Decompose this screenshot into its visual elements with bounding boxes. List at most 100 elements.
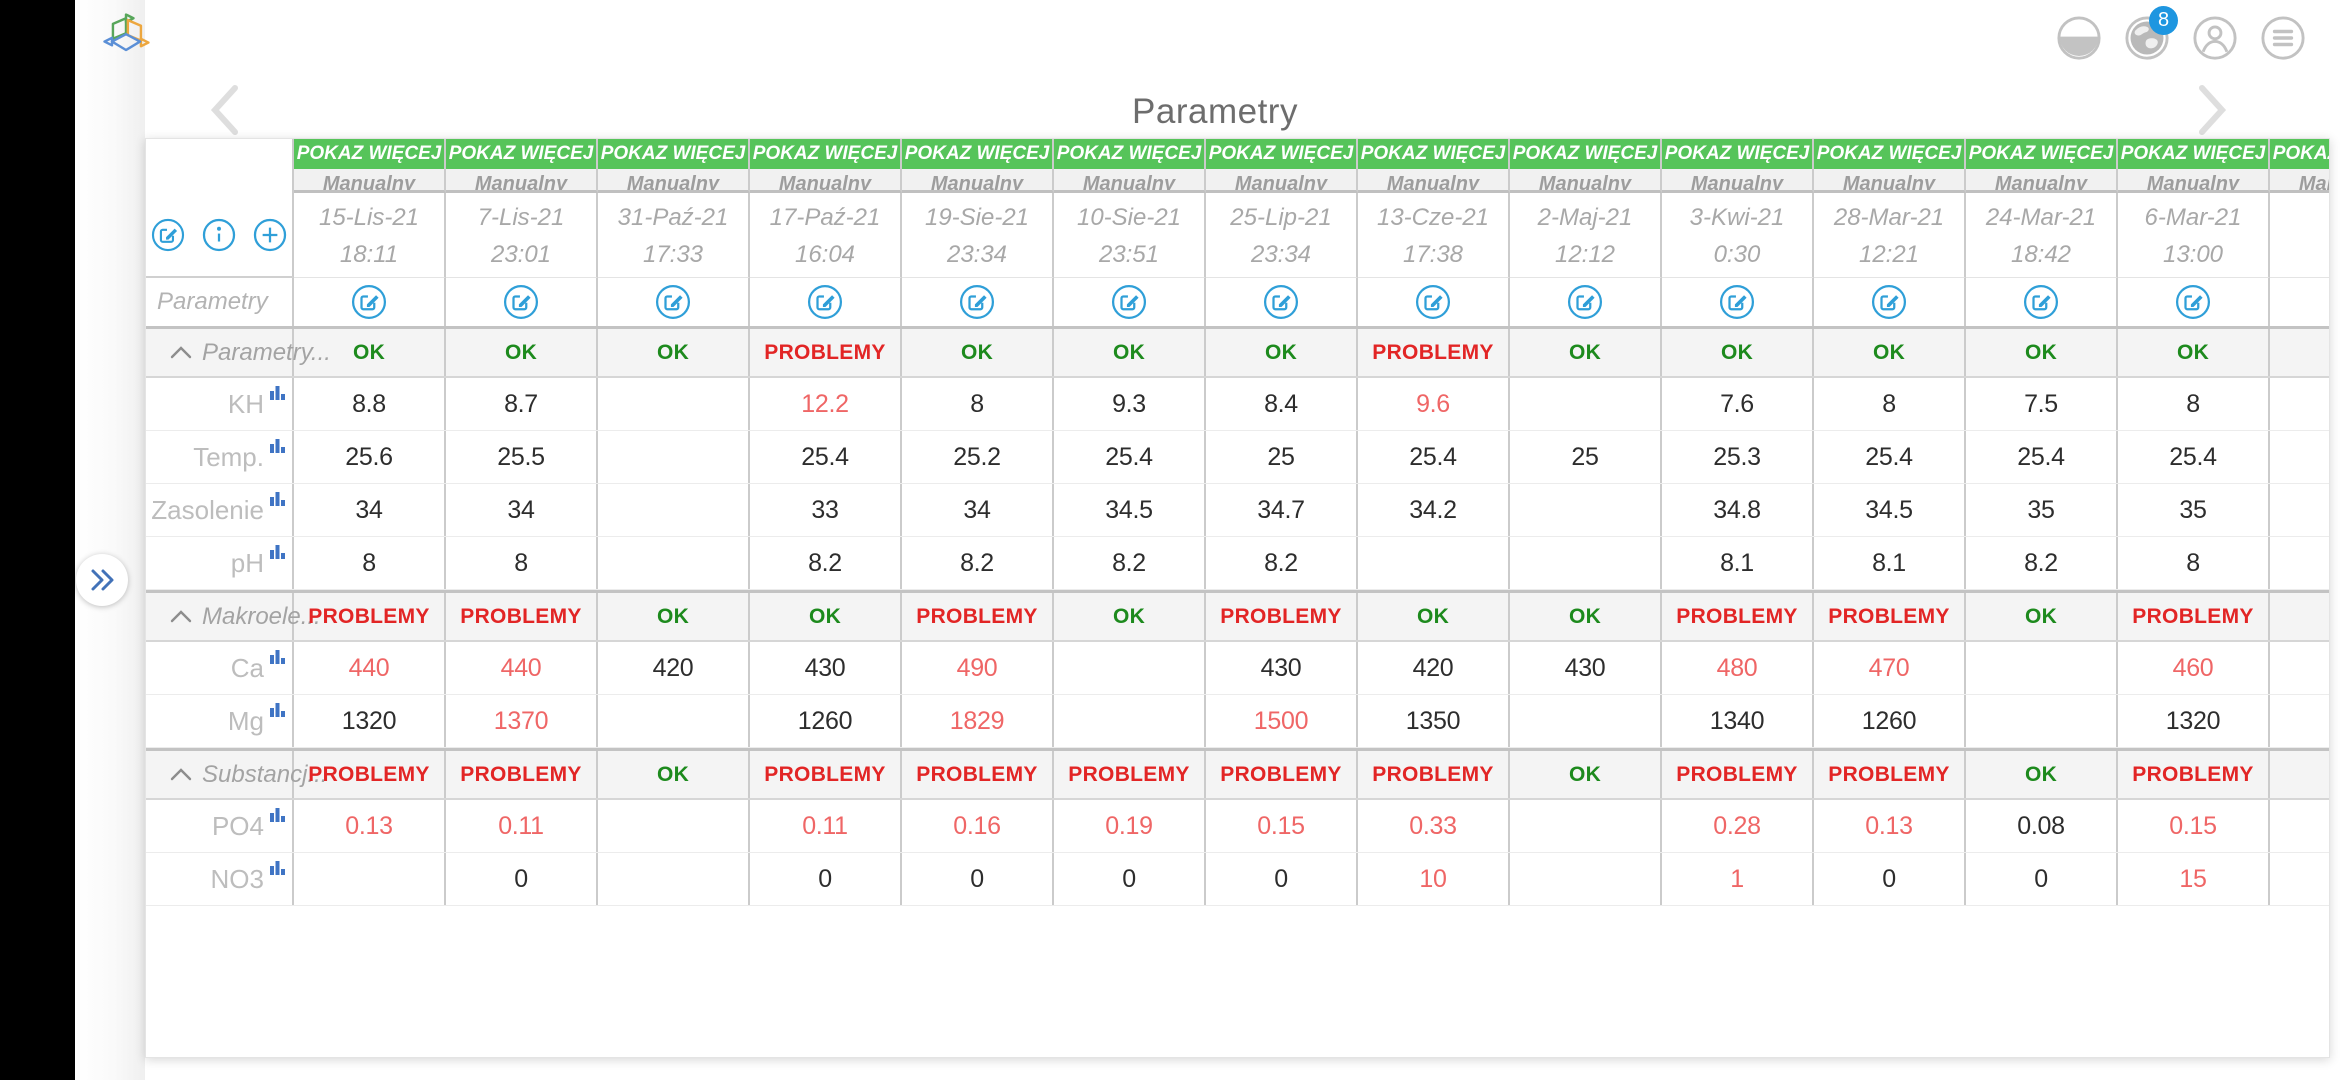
group-status-cell: PROBLEMY (1206, 593, 1358, 640)
show-more-button[interactable]: POKAZ WIĘCEJ (598, 139, 748, 169)
group-label: Parametry... (202, 338, 331, 366)
edit-measurement-icon[interactable] (1719, 284, 1755, 320)
show-more-button[interactable]: POKAZ WIĘCEJ (902, 139, 1052, 169)
measurement-datetime-cell: 31-Paź-21 17:33 (598, 193, 750, 278)
show-more-button[interactable]: POKAZ WIĘCEJ (1662, 139, 1812, 169)
value-cell: 34 (902, 484, 1054, 536)
edit-measurement-icon[interactable] (503, 284, 539, 320)
value-cell: 25 (1510, 431, 1662, 483)
status-problem-text: PROBLEMY (916, 762, 1038, 786)
show-more-button[interactable]: POKAZ WIĘCEJ (2270, 139, 2329, 169)
value-cell: 1320 (2118, 695, 2270, 747)
source-label: Manualny (1538, 173, 1632, 193)
measurement-date: 28-Mar-21 (1833, 204, 1945, 231)
edit-measurement-icon[interactable] (1567, 284, 1603, 320)
edit-measurement-icon[interactable] (655, 284, 691, 320)
user-profile-icon[interactable] (2192, 15, 2238, 61)
show-more-button[interactable]: POKAZ WIĘCEJ (446, 139, 596, 169)
status-ok-text: OK (1568, 604, 1602, 628)
edit-measurement-icon[interactable] (959, 284, 995, 320)
add-measurement-icon[interactable] (253, 218, 287, 252)
status-ok-text: OK (1264, 340, 1298, 364)
edit-measurement-icon[interactable] (2175, 284, 2211, 320)
parameter-label: Ca (230, 652, 264, 683)
chart-bars-icon[interactable] (269, 860, 286, 875)
title-bar: Parametry (90, 80, 2340, 140)
value-cell (598, 800, 750, 852)
parameter-value: 34.7 (1257, 495, 1305, 524)
value-cell: 34.8 (1662, 484, 1814, 536)
value-cell: 25.4 (2118, 431, 2270, 483)
show-more-button[interactable]: POKAZ WIĘCEJ (2118, 139, 2268, 169)
value-cell: 34.2 (1358, 484, 1510, 536)
info-icon[interactable] (202, 218, 236, 252)
globe-icon[interactable]: 8 (2124, 6, 2178, 61)
value-cell (2270, 695, 2329, 747)
parameter-value: 25.4 (1105, 442, 1153, 471)
chart-bars-icon[interactable] (269, 438, 286, 453)
show-more-cell: POKAZ WIĘCEJ (1054, 139, 1206, 169)
chart-bars-icon[interactable] (269, 702, 286, 717)
group-status-cell: PROBLEMY (1206, 751, 1358, 798)
show-more-button[interactable]: POKAZ WIĘCEJ (750, 139, 900, 169)
chart-bars-icon[interactable] (269, 649, 286, 664)
value-cell: 8.1 (1814, 537, 1966, 589)
parameter-value: 420 (652, 653, 694, 682)
parameter-value: 8 (362, 548, 376, 577)
edit-measurement-icon[interactable] (2023, 284, 2059, 320)
show-more-button[interactable]: POKAZ WIĘCEJ (294, 139, 444, 169)
edit-measurement-icon[interactable] (351, 284, 387, 320)
collapse-group-icon[interactable] (170, 768, 192, 781)
edit-measurement-cell (902, 278, 1054, 326)
value-cell: 8.7 (446, 378, 598, 430)
value-cell: 25.4 (1358, 431, 1510, 483)
show-more-button[interactable]: POKAZ WIĘCEJ (1814, 139, 1964, 169)
value-cell: 1 (1662, 853, 1814, 905)
collapse-group-icon[interactable] (170, 610, 192, 623)
next-page-chevron-icon[interactable] (2192, 80, 2232, 140)
value-cell (1510, 853, 1662, 905)
chart-bars-icon[interactable] (269, 544, 286, 559)
chart-bars-icon[interactable] (269, 385, 286, 400)
topbar-actions: 8 (2056, 6, 2306, 61)
edit-measurement-icon[interactable] (1415, 284, 1451, 320)
source-cell: Manualny (294, 169, 446, 193)
show-more-button[interactable]: POKAZ WIĘCEJ (1206, 139, 1356, 169)
parameter-value: 8.2 (808, 548, 842, 577)
measurement-time: 12:21 (1858, 241, 1920, 268)
edit-measurement-icon[interactable] (1111, 284, 1147, 320)
parameter-value: 34.2 (1409, 495, 1457, 524)
measurement-time: 12:12 (1554, 241, 1616, 268)
show-more-button[interactable]: POKAZ WIĘCEJ (1510, 139, 1660, 169)
source-cell: Manualny (1966, 169, 2118, 193)
show-more-button[interactable]: POKAZ WIĘCEJ (1358, 139, 1508, 169)
edit-measurement-cell (750, 278, 902, 326)
expand-sidebar-button[interactable] (76, 554, 128, 606)
source-label: Manualny (626, 173, 720, 193)
status-ok-text: OK (656, 340, 690, 364)
measurement-date: 17-Paź-21 (769, 204, 881, 231)
previous-page-chevron-icon[interactable] (205, 80, 245, 140)
menu-hamburger-icon[interactable] (2260, 15, 2306, 61)
parameter-value: 0.15 (1257, 811, 1305, 840)
measurement-date: 2-Maj-21 (1537, 204, 1633, 231)
edit-measurement-icon[interactable] (1263, 284, 1299, 320)
show-more-button[interactable]: POKAZ WIĘCEJ (1966, 139, 2116, 169)
parameter-value: 12.2 (801, 389, 849, 418)
chart-bars-icon[interactable] (269, 807, 286, 822)
show-more-cell: POKAZ WIĘCEJ (1510, 139, 1662, 169)
show-more-cell: POKAZ WIĘCEJ (2118, 139, 2270, 169)
value-cell: 0 (902, 853, 1054, 905)
group-status-cell: PROBLEMY (750, 329, 902, 376)
show-more-button[interactable]: POKAZ WIĘCEJ (1054, 139, 1204, 169)
theme-toggle-icon[interactable] (2056, 15, 2102, 61)
collapse-group-icon[interactable] (170, 346, 192, 359)
chart-bars-icon[interactable] (269, 491, 286, 506)
group-status-cell: PROBLEMY (1358, 329, 1510, 376)
edit-measurement-icon[interactable] (1871, 284, 1907, 320)
show-more-cell: POKAZ WIĘCEJ (1814, 139, 1966, 169)
edit-measurement-icon[interactable] (807, 284, 843, 320)
edit-parameters-icon[interactable] (151, 218, 185, 252)
parameter-value: 8 (2186, 389, 2200, 418)
measurement-time: 17:33 (642, 241, 704, 268)
